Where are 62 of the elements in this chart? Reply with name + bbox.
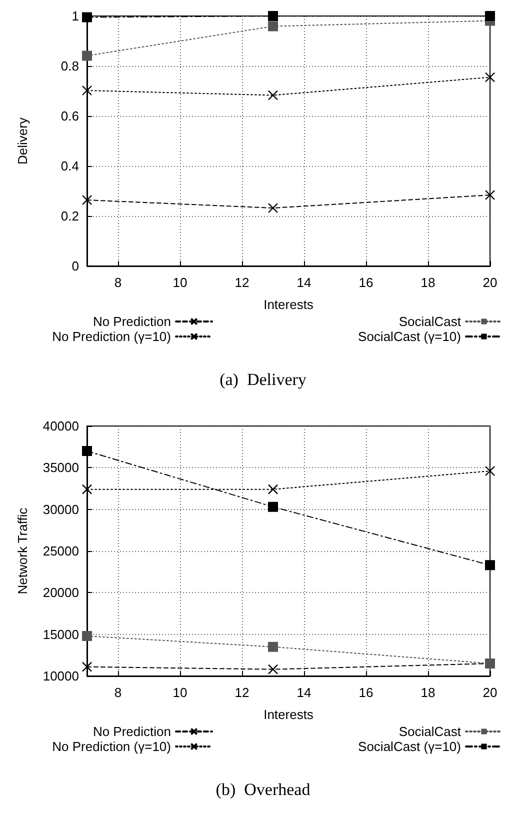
point [268, 484, 278, 494]
y-axis-title: Delivery [15, 117, 30, 164]
y-tick-label: 1 [72, 8, 79, 24]
point [268, 11, 278, 21]
point [268, 21, 278, 32]
text: (a) Delivery [220, 370, 307, 389]
y-tick-label: 15000 [42, 626, 79, 642]
y-tick-label: 0.6 [60, 108, 79, 124]
x-tick-label: 8 [114, 275, 122, 290]
x-tick-label: 10 [172, 685, 188, 700]
x-axis-title: Interests [264, 707, 314, 722]
point [82, 12, 92, 22]
point [268, 90, 278, 100]
text: (b) Overhead [216, 780, 311, 799]
y-tick-label: 35000 [42, 460, 79, 476]
y-tick-label: 10000 [42, 668, 79, 684]
legend-label: SocialCast [398, 314, 462, 329]
point [82, 631, 92, 641]
y-tick-label: 0.8 [60, 58, 79, 74]
point [485, 560, 495, 570]
legend-label: SocialCast [398, 724, 462, 739]
x-tick-label: 14 [296, 685, 312, 700]
legend-label: No Prediction (γ=10) [52, 329, 171, 344]
y-tick-label: 25000 [42, 544, 79, 558]
y-tick-label: 0 [72, 258, 79, 274]
y-tick-label: 30000 [42, 502, 79, 517]
x-tick-label: 8 [114, 685, 122, 700]
point [82, 194, 92, 206]
point [268, 502, 278, 512]
point [268, 642, 278, 652]
point [82, 85, 92, 96]
x-axis-title: Interests [264, 297, 314, 312]
x-tick-label: 12 [234, 685, 250, 700]
point [82, 662, 92, 672]
point [82, 484, 92, 494]
y-axis-title: Network Traffic [15, 507, 30, 594]
legend-label: SocialCast (γ=10) [358, 329, 461, 344]
point [82, 446, 92, 456]
y-tick-label: 40000 [42, 418, 79, 434]
x-tick-label: 14 [296, 275, 312, 290]
legend-label: No Prediction [92, 724, 171, 739]
x-tick-label: 16 [358, 685, 374, 700]
x-tick-label: 12 [234, 275, 250, 290]
x-tick-label: 18 [420, 685, 436, 700]
point [268, 664, 278, 674]
legend-label: No Prediction (γ=10) [52, 739, 171, 754]
x-tick-label: 20 [482, 275, 498, 290]
x-tick-label: 16 [358, 275, 374, 290]
y-tick-label: 0.2 [60, 208, 79, 224]
point [82, 50, 92, 61]
y-tick-label: 0.4 [60, 158, 79, 174]
y-tick-label: 20000 [42, 585, 79, 600]
point [485, 11, 495, 21]
point [268, 202, 278, 214]
x-tick-label: 10 [172, 275, 188, 290]
point [484, 190, 496, 200]
x-tick-label: 20 [482, 685, 498, 700]
point [484, 72, 496, 82]
point [484, 466, 496, 476]
legend-label: No Prediction [92, 314, 171, 329]
legend-label: SocialCast (γ=10) [358, 739, 461, 754]
x-tick-label: 18 [420, 275, 436, 290]
